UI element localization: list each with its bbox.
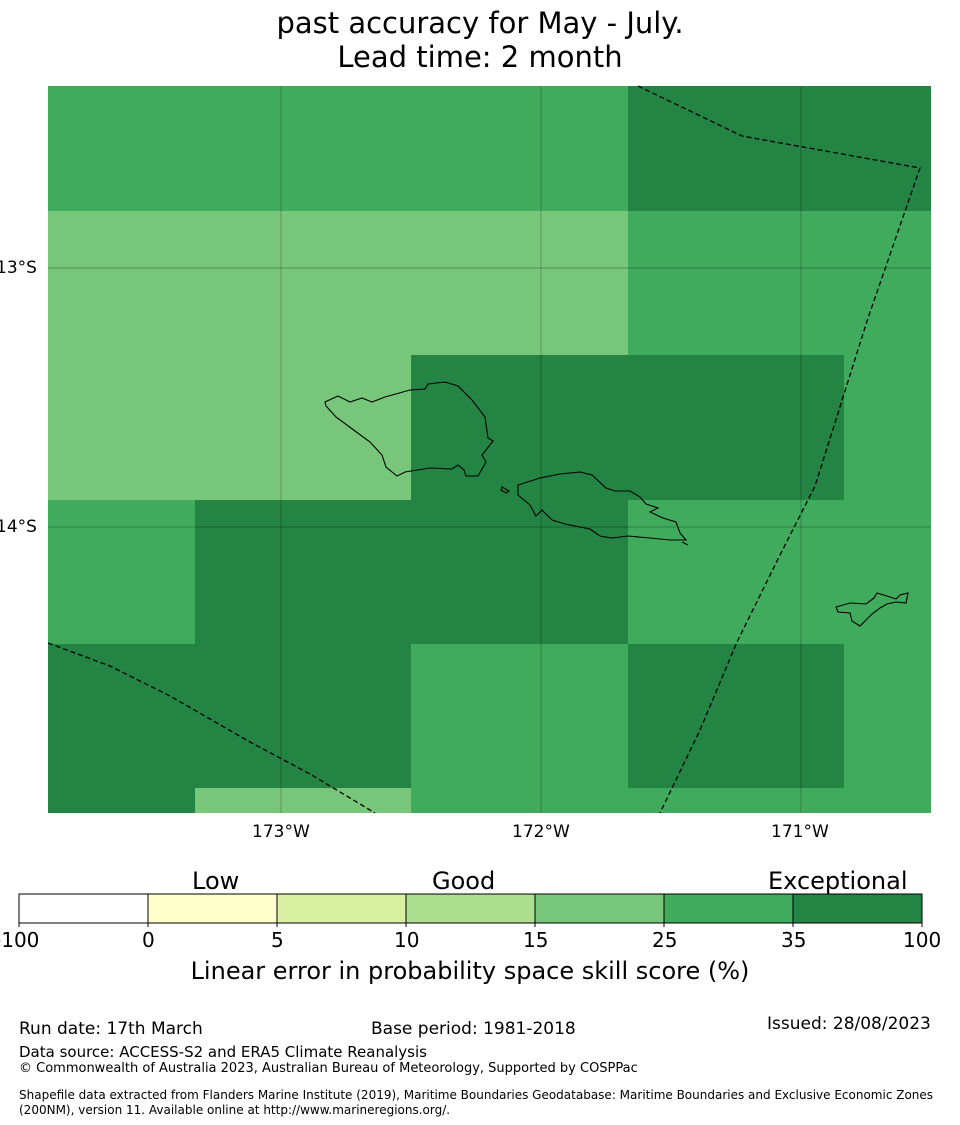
- data-source: Data source: ACCESS-S2 and ERA5 Climate …: [19, 1043, 427, 1061]
- map-cell: [628, 86, 801, 211]
- map-cell: [411, 500, 541, 644]
- map-cell: [801, 86, 844, 211]
- colorbar-tick-marks: [18, 894, 923, 927]
- map-cell: [844, 500, 931, 644]
- map-title-line-2: Lead time: 2 month: [337, 40, 623, 74]
- colorbar-tick-label-0: 0: [142, 928, 155, 952]
- map-cell: [48, 355, 195, 500]
- map-cell: [628, 500, 801, 644]
- map-gridlines: [48, 86, 931, 813]
- copyright-notice: © Commonwealth of Australia 2023, Austra…: [19, 1061, 638, 1076]
- map-cell: [195, 644, 411, 788]
- map-cell: [541, 644, 628, 788]
- map-cell: [411, 644, 541, 788]
- colorbar-segment: [19, 894, 148, 923]
- colorbar-category-exceptional: Exceptional: [768, 867, 908, 895]
- map-cell: [48, 644, 195, 788]
- map-cell: [48, 500, 195, 644]
- shapefile-credit-line-2: (200NM), version 11. Available online at…: [19, 1103, 451, 1117]
- map-cell: [844, 355, 931, 500]
- map-title-line-1: past accuracy for May - July.: [276, 6, 684, 40]
- map-cell: [541, 211, 628, 355]
- colorbar-segment: [664, 894, 793, 923]
- map-cell: [541, 788, 628, 813]
- map-cell: [844, 211, 931, 355]
- map-cell: [195, 211, 411, 355]
- map-cell: [628, 644, 801, 788]
- map-cell: [195, 86, 411, 211]
- issued-date: Issued: 28/08/2023: [767, 1014, 931, 1034]
- lon-tick-171w: 171°W: [771, 822, 829, 842]
- colorbar-tick-label-15: 15: [523, 928, 549, 952]
- shapefile-credit-line-1: Shapefile data extracted from Flanders M…: [19, 1088, 934, 1102]
- colorbar-segment: [535, 894, 664, 923]
- colorbar-label: Linear error in probability space skill …: [190, 957, 750, 985]
- map-cell: [801, 211, 844, 355]
- colorbar-category-good: Good: [432, 867, 496, 895]
- map-cell: [844, 644, 931, 788]
- colorbar-category-low: Low: [192, 867, 240, 895]
- aleipata-islet-outline: [681, 541, 689, 546]
- map-cell: [48, 86, 195, 211]
- map-cell: [844, 86, 931, 211]
- colorbar-tick-label-35: 35: [781, 928, 807, 952]
- map-cell: [411, 86, 541, 211]
- colorbar-tick-label-neg100: -100: [0, 928, 40, 952]
- map-cell: [541, 86, 628, 211]
- manono-islet-outline: [500, 486, 511, 494]
- base-period: Base period: 1981-2018: [371, 1019, 576, 1039]
- lat-tick-14s: 14°S: [0, 517, 37, 537]
- lon-tick-172w: 172°W: [512, 822, 570, 842]
- map-cell: [195, 500, 411, 644]
- lon-tick-173w: 173°W: [252, 822, 310, 842]
- colorbar-segment: [793, 894, 922, 923]
- colorbar-segment: [277, 894, 406, 923]
- colorbar-segment: [406, 894, 535, 923]
- colorbar-tick-label-25: 25: [652, 928, 678, 952]
- map-cell: [628, 355, 801, 500]
- map-cell: [411, 788, 541, 813]
- colorbar-segment: [148, 894, 277, 923]
- map-cell: [411, 355, 541, 500]
- eez-boundary-southwest: [47, 642, 376, 814]
- map-cell: [801, 644, 844, 788]
- colorbar-tick-label-10: 10: [394, 928, 420, 952]
- lat-tick-13s: 13°S: [0, 258, 37, 278]
- map-cell: [48, 211, 195, 355]
- map-cell: [628, 211, 801, 355]
- map-cell: [195, 788, 411, 813]
- map-cell: [541, 500, 628, 644]
- map-cell: [48, 788, 195, 813]
- map-cell: [195, 355, 411, 500]
- tutuila-island-outline: [835, 592, 909, 627]
- colorbar-tick-label-100: 100: [903, 928, 942, 952]
- map-cell: [541, 355, 628, 500]
- map-cell: [801, 355, 844, 500]
- map-grid-cells: [48, 86, 931, 813]
- colorbar: [19, 894, 922, 923]
- map-cell: [801, 788, 844, 813]
- map-cell: [801, 500, 844, 644]
- run-date: Run date: 17th March: [19, 1019, 203, 1039]
- upolu-island-outline: [517, 471, 688, 541]
- savaii-island-outline: [324, 381, 494, 477]
- map-cell: [844, 788, 931, 813]
- map-cell: [628, 788, 801, 813]
- colorbar-tick-label-5: 5: [271, 928, 284, 952]
- map-cell: [411, 211, 541, 355]
